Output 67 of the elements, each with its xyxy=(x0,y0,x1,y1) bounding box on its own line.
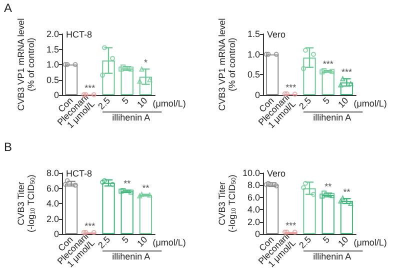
bar xyxy=(322,194,334,234)
x-tick-label: 2.5 xyxy=(96,95,112,112)
x-tick-label: 10 xyxy=(336,234,350,249)
text: (μmol/L) xyxy=(354,238,387,248)
y-axis-title: CVB3 VP1 mRNA level (% of control) xyxy=(217,18,237,111)
x-tick-label: 5 xyxy=(321,95,332,106)
chart-title: A xyxy=(4,1,12,15)
annotation: *** xyxy=(84,220,96,231)
y-tick-label: 0 xyxy=(254,90,260,100)
x-tick-label: 5 xyxy=(120,234,131,246)
y-axis-title: CVB3 VP1 mRNA level (% of control) xyxy=(16,18,36,111)
y-tick-label: 1.5 xyxy=(247,29,260,39)
annotation: ** xyxy=(124,178,132,189)
bar xyxy=(139,195,152,234)
annotation: ** xyxy=(324,182,332,192)
annotation: ** xyxy=(343,187,351,198)
y-tick-label: 0 xyxy=(254,229,260,239)
bar xyxy=(64,64,78,95)
annotation: *** xyxy=(286,82,297,93)
bar xyxy=(266,54,279,95)
y-tick-label: 10.0 xyxy=(242,168,260,178)
text: (μmol/L) xyxy=(152,98,186,108)
y-tick-label: 0 xyxy=(54,229,59,239)
chart-subtitle: Vero xyxy=(267,168,286,178)
y-tick-label: 6.0 xyxy=(247,192,260,202)
x-tick-label: 5 xyxy=(120,95,131,106)
y-tick-label: 6.0 xyxy=(46,183,59,194)
text: (μmol/L) xyxy=(152,238,186,248)
annotation: *** xyxy=(341,67,352,78)
y-tick-label: 2.0 xyxy=(46,214,59,224)
text: illihenin A xyxy=(313,112,352,122)
annotation: *** xyxy=(84,83,96,94)
annotation: *** xyxy=(322,59,334,70)
y-tick-label: 0 xyxy=(54,90,59,100)
y-tick-label: 1.0 xyxy=(247,49,260,60)
y-tick-label: 8.0 xyxy=(46,168,59,178)
y-tick-label: 4.0 xyxy=(247,204,260,215)
chart-subtitle: HCT-8 xyxy=(66,168,92,178)
y-tick-label: 8.0 xyxy=(247,180,260,190)
x-tick-label: 2.5 xyxy=(96,234,112,250)
annotation: * xyxy=(144,58,148,68)
chart-subtitle: HCT-8 xyxy=(66,30,92,40)
y-tick-label: 2.0 xyxy=(46,29,59,39)
bar xyxy=(120,191,134,234)
annotation: *** xyxy=(286,220,297,231)
bar xyxy=(120,68,134,95)
text: illihenin A xyxy=(313,252,352,262)
x-tick-label: 10 xyxy=(135,95,150,110)
text: illihenin A xyxy=(112,112,150,122)
y-tick-label: 1.0 xyxy=(46,60,59,70)
x-tick-label: 2.5 xyxy=(297,95,314,112)
y-tick-label: 4.0 xyxy=(46,198,59,208)
text: illihenin A xyxy=(112,252,150,262)
y-tick-label: 0.5 xyxy=(247,70,260,80)
x-tick-label: 5 xyxy=(321,234,332,246)
y-tick-label: 1.5 xyxy=(46,44,59,54)
y-tick-label: 0.5 xyxy=(46,74,59,85)
chart-title: B xyxy=(4,140,12,154)
bar xyxy=(322,71,334,95)
y-tick-label: 2.0 xyxy=(247,216,260,227)
text: (μmol/L) xyxy=(354,98,387,108)
chart-subtitle: Vero xyxy=(267,30,286,40)
x-tick-label: 10 xyxy=(135,234,150,249)
bar xyxy=(266,184,279,234)
x-tick-label: 10 xyxy=(336,95,350,110)
annotation: ** xyxy=(142,182,150,193)
x-tick-label: 2.5 xyxy=(297,234,314,250)
